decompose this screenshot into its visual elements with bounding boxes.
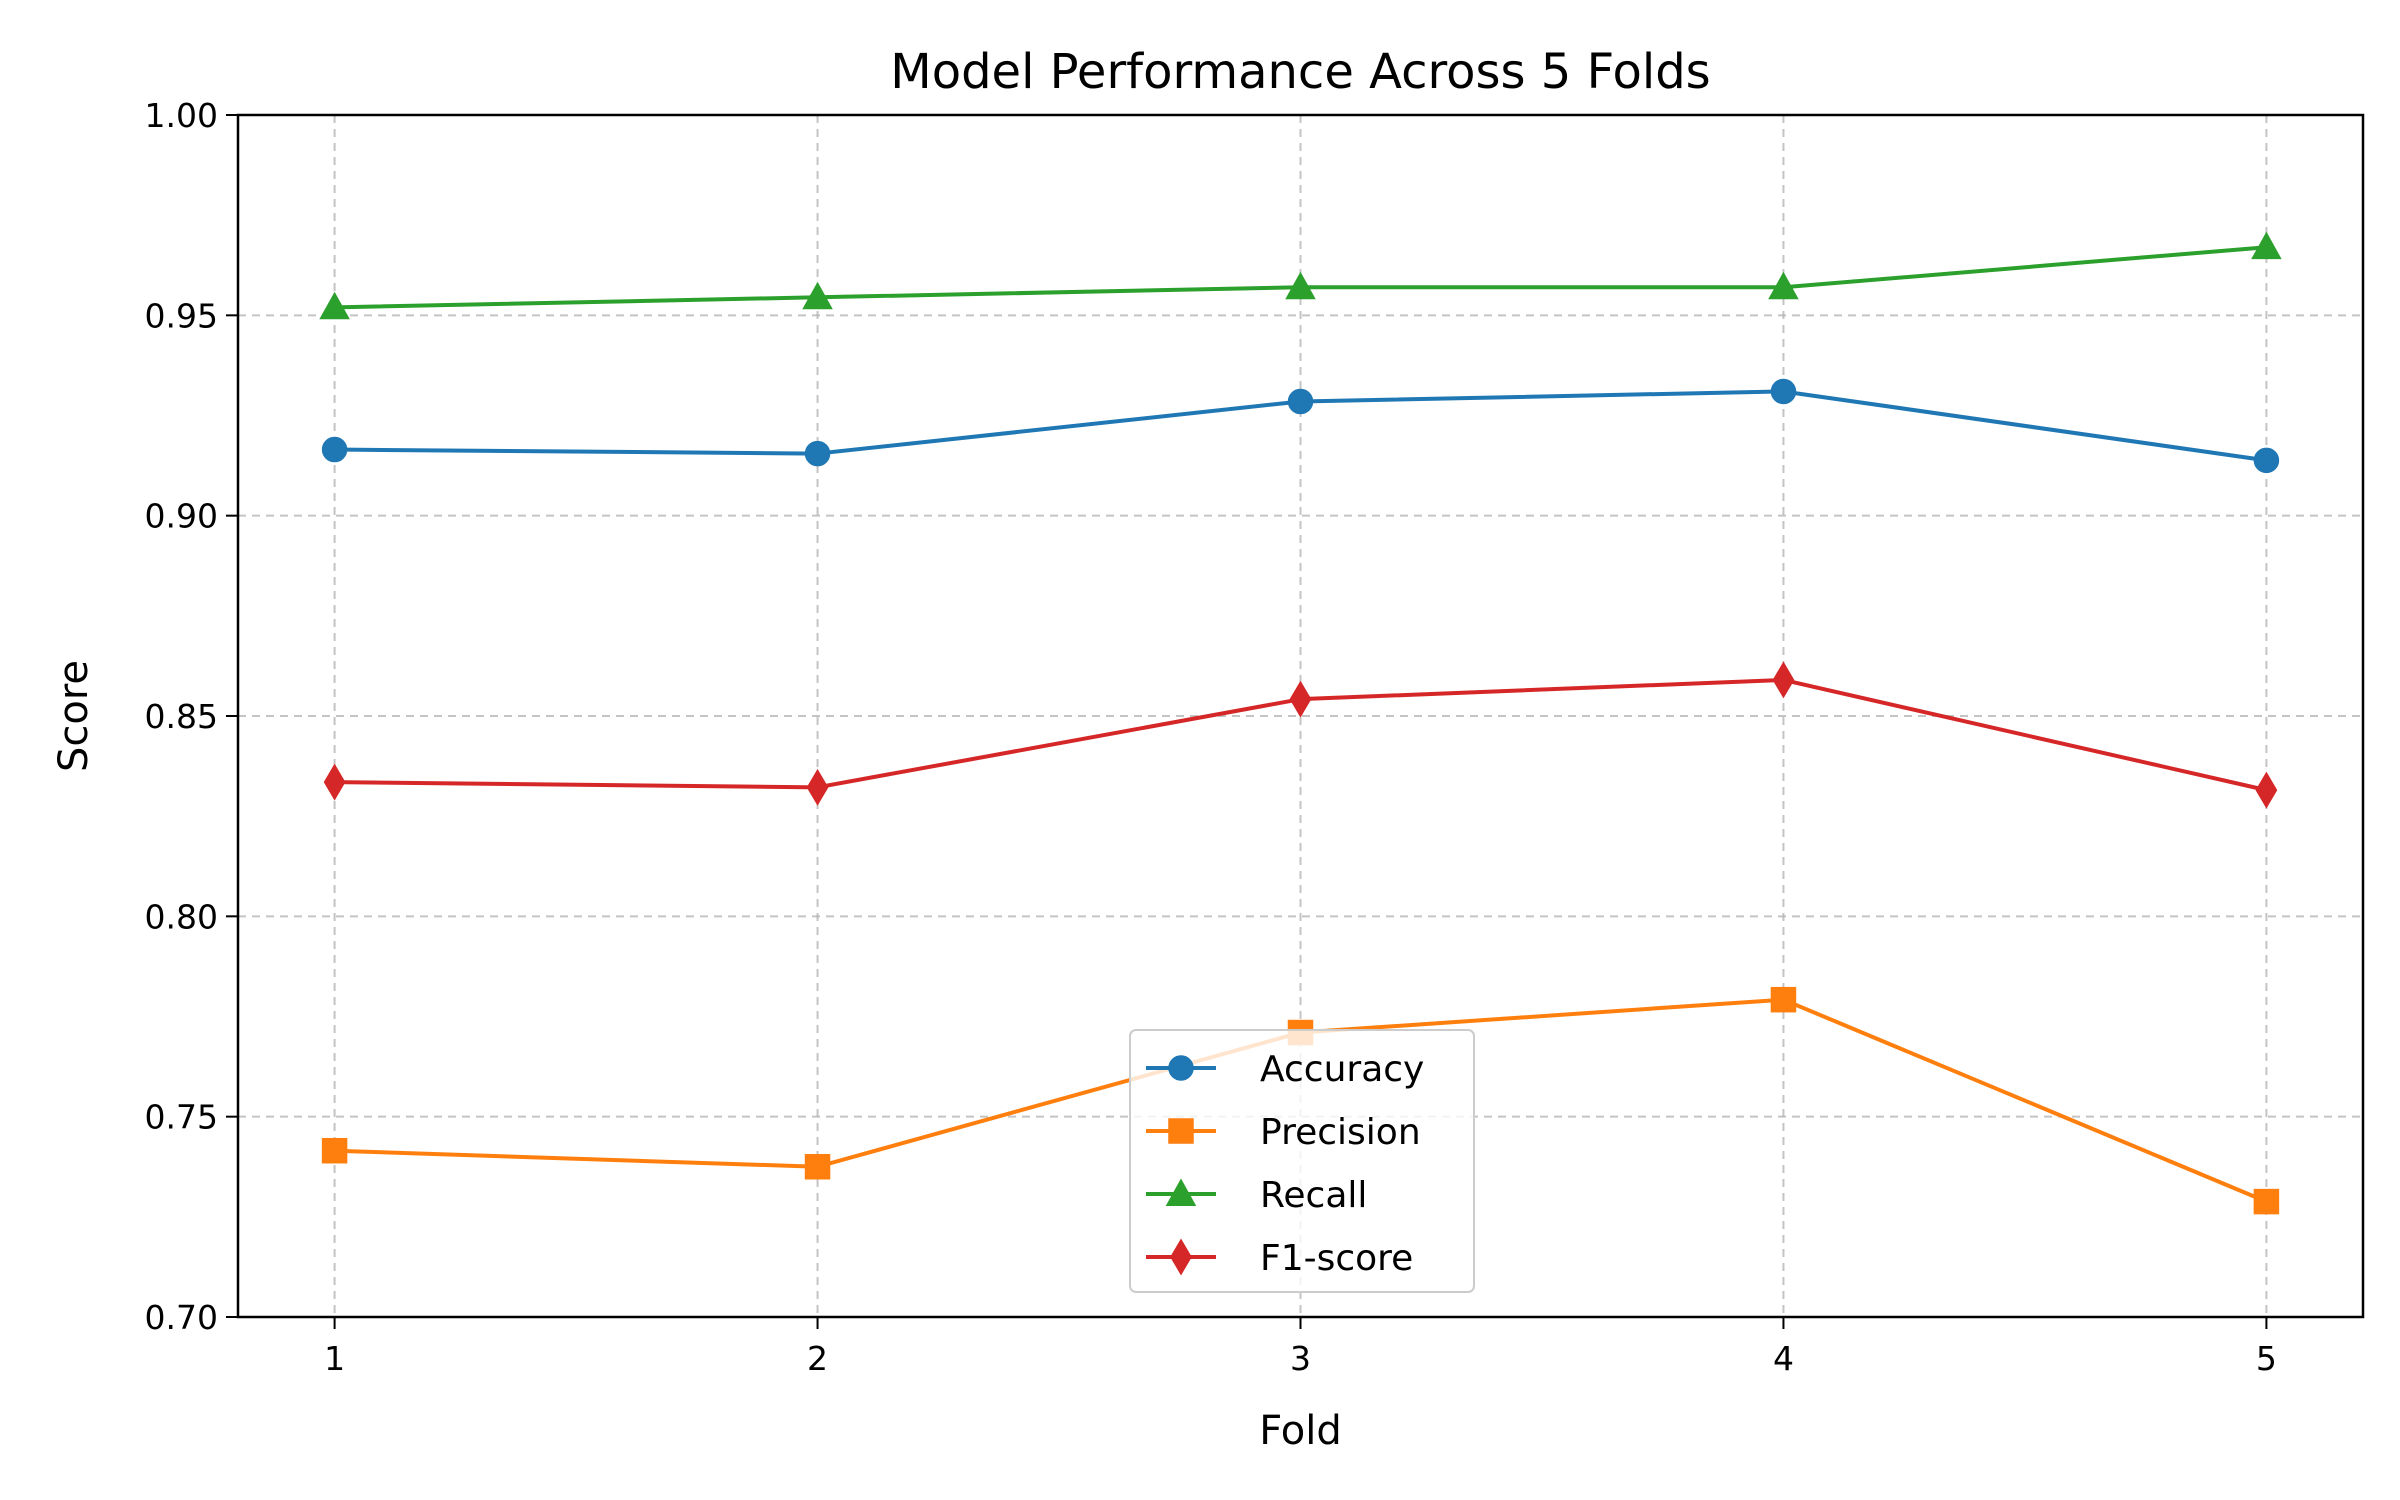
x-tick-label-2: 3: [1290, 1339, 1311, 1378]
data-point-recall-2: [802, 281, 833, 310]
y-tick-label-1: 0.75: [145, 1098, 218, 1137]
data-point-accuracy-1: [321, 436, 348, 463]
legend-marker-accuracy: [1168, 1055, 1194, 1081]
legend: Accuracy Precision Recall F1-score: [1129, 1029, 1475, 1293]
data-point-recall-4: [1768, 271, 1799, 300]
data-point-recall-3: [1285, 271, 1316, 300]
data-point-accuracy-3: [1287, 388, 1314, 415]
data-point-f1-score-2: [806, 768, 829, 806]
y-tick-label-0: 0.70: [145, 1298, 218, 1337]
data-point-accuracy-5: [2253, 447, 2280, 474]
data-point-recall-5: [2251, 231, 2282, 260]
data-point-f1-score-1: [323, 763, 346, 801]
y-axis-label: Score: [51, 660, 97, 772]
y-tick-label-4: 0.90: [145, 497, 218, 536]
legend-item-precision: Precision: [1146, 1112, 1421, 1153]
x-axis-label: Fold: [1259, 1408, 1342, 1454]
legend-marker-f1-score: [1170, 1238, 1192, 1276]
x-tick-label-3: 4: [1773, 1339, 1794, 1378]
legend-label: Accuracy: [1260, 1049, 1424, 1090]
legend-item-f1-score: F1-score: [1146, 1238, 1413, 1279]
legend-marker-recall: [1165, 1178, 1197, 1206]
legend-label: Recall: [1260, 1175, 1367, 1216]
data-point-precision-1: [321, 1137, 348, 1164]
y-tick-label-3: 0.85: [145, 697, 218, 736]
x-tick-label-1: 2: [807, 1339, 828, 1378]
legend-label: F1-score: [1260, 1238, 1413, 1279]
legend-item-accuracy: Accuracy: [1146, 1049, 1424, 1090]
x-tick-label-4: 5: [2256, 1339, 2277, 1378]
legend-item-recall: Recall: [1146, 1175, 1367, 1216]
data-point-precision-5: [2253, 1188, 2280, 1215]
data-point-f1-score-3: [1289, 680, 1312, 718]
chart-title: Model Performance Across 5 Folds: [890, 44, 1710, 100]
legend-box: [1129, 1029, 1475, 1293]
x-tick-label-0: 1: [324, 1339, 345, 1378]
data-point-recall-1: [319, 291, 350, 320]
legend-label: Precision: [1260, 1112, 1421, 1153]
series-accuracy: [321, 378, 2280, 474]
series-recall: [319, 231, 2282, 320]
data-point-f1-score-5: [2255, 771, 2278, 809]
data-point-accuracy-4: [1770, 378, 1797, 405]
y-tick-label-6: 1.00: [145, 96, 218, 135]
data-point-f1-score-4: [1772, 661, 1795, 699]
axis-ticks: 0.70 0.75 0.80 0.85 0.90 0.95 1.00 1 2 3 4 5: [145, 96, 2277, 1378]
data-point-precision-4: [1770, 986, 1797, 1013]
y-tick-label-2: 0.80: [145, 897, 218, 936]
legend-marker-precision: [1168, 1118, 1194, 1144]
data-point-precision-2: [804, 1154, 831, 1180]
data-point-accuracy-2: [804, 440, 831, 467]
series-f1-score: [323, 661, 2278, 809]
y-tick-label-5: 0.95: [145, 296, 218, 335]
